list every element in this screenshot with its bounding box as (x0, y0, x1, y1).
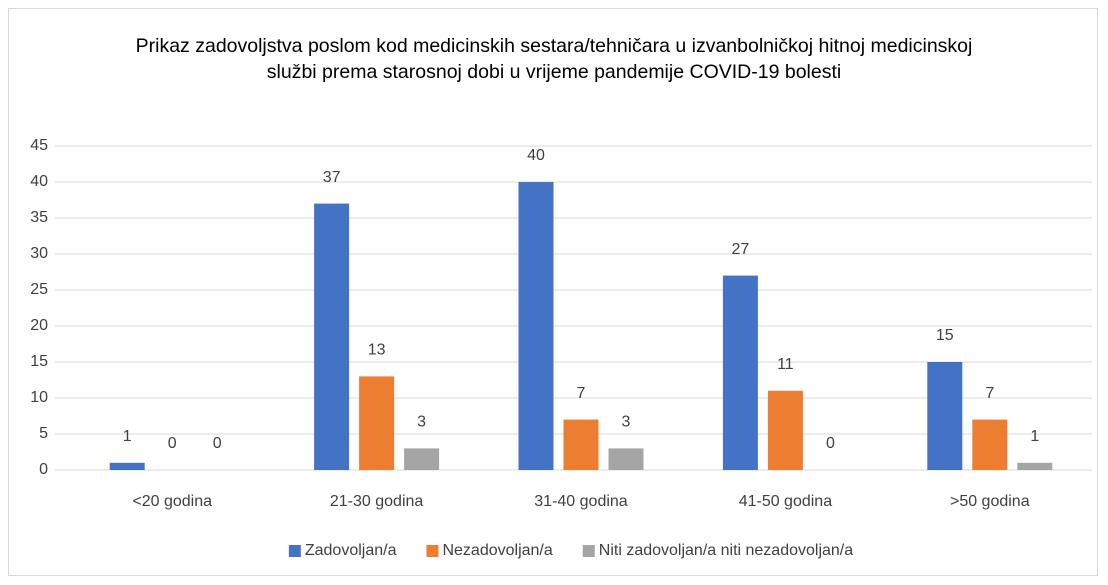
y-tick-label: 35 (30, 209, 48, 226)
data-label: 0 (213, 435, 222, 452)
legend-label: Niti zadovoljan/a niti nezadovoljan/a (599, 542, 853, 559)
bar (722, 275, 758, 470)
y-tick-label: 40 (30, 173, 48, 190)
bar (972, 419, 1008, 470)
chart-title: Prikaz zadovoljstva poslom kod medicinsk… (135, 35, 973, 83)
y-tick-label: 15 (30, 353, 48, 370)
data-label: 40 (527, 147, 545, 164)
data-label: 0 (168, 435, 177, 452)
y-tick-label: 25 (30, 281, 48, 298)
x-tick-label: <20 godina (132, 493, 212, 510)
bar (518, 182, 554, 470)
legend-swatch (426, 545, 439, 557)
bar (608, 448, 644, 470)
data-label: 15 (936, 327, 954, 344)
data-label: 7 (577, 385, 586, 402)
data-label: 3 (622, 414, 631, 431)
bar (359, 376, 395, 470)
data-label: 3 (417, 414, 426, 431)
y-tick-label: 20 (30, 317, 48, 334)
legend-swatch (582, 545, 595, 557)
data-label: 37 (323, 169, 341, 186)
bar (927, 362, 963, 470)
bar (404, 448, 440, 470)
bar (563, 419, 599, 470)
legend-label: Zadovoljan/a (305, 542, 397, 559)
bar (314, 203, 350, 470)
y-tick-label: 30 (30, 245, 48, 262)
bar (109, 462, 145, 470)
bar (767, 390, 803, 470)
data-label: 27 (732, 241, 750, 258)
y-tick-label: 0 (39, 461, 48, 478)
y-tick-label: 45 (30, 137, 48, 154)
data-label: 7 (985, 385, 994, 402)
x-tick-label: 41-50 godina (739, 493, 833, 510)
data-label: 1 (1030, 428, 1039, 445)
chart-border (8, 8, 1098, 576)
data-label: 1 (123, 428, 132, 445)
legend-swatch (288, 545, 301, 557)
x-tick-label: >50 godina (950, 493, 1030, 510)
x-tick-label: 31-40 godina (534, 493, 628, 510)
x-tick-label: 21-30 godina (330, 493, 424, 510)
y-tick-label: 10 (30, 389, 48, 406)
data-label: 13 (368, 342, 386, 359)
legend-label: Nezadovoljan/a (442, 542, 552, 559)
data-label: 11 (777, 356, 794, 373)
y-tick-label: 5 (39, 425, 48, 442)
bar (1017, 462, 1053, 470)
data-label: 0 (826, 435, 835, 452)
